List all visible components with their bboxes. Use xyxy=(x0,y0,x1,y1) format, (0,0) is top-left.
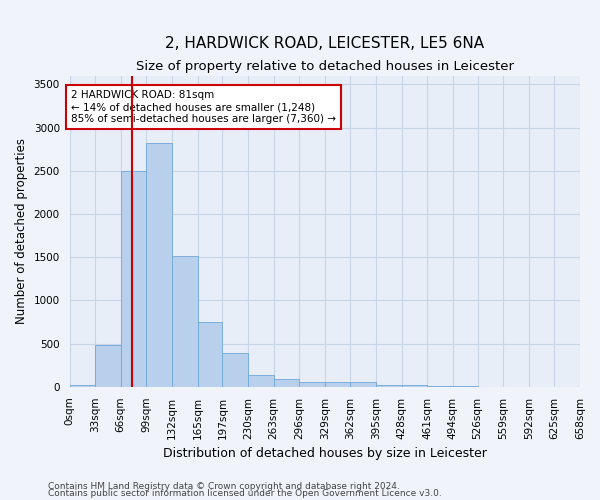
Text: 2, HARDWICK ROAD, LEICESTER, LE5 6NA: 2, HARDWICK ROAD, LEICESTER, LE5 6NA xyxy=(165,36,484,51)
X-axis label: Distribution of detached houses by size in Leicester: Distribution of detached houses by size … xyxy=(163,447,487,460)
Bar xyxy=(172,256,197,387)
Bar xyxy=(401,385,427,387)
Bar xyxy=(248,374,274,387)
Bar xyxy=(427,386,453,387)
Text: Contains public sector information licensed under the Open Government Licence v3: Contains public sector information licen… xyxy=(48,490,442,498)
Bar xyxy=(325,382,350,387)
Bar xyxy=(95,346,121,387)
Bar xyxy=(350,382,376,387)
Bar xyxy=(146,143,172,387)
Bar xyxy=(274,380,299,387)
Bar xyxy=(197,322,223,387)
Y-axis label: Number of detached properties: Number of detached properties xyxy=(15,138,28,324)
Bar xyxy=(223,353,248,387)
Bar xyxy=(121,171,146,387)
Text: 2 HARDWICK ROAD: 81sqm
← 14% of detached houses are smaller (1,248)
85% of semi-: 2 HARDWICK ROAD: 81sqm ← 14% of detached… xyxy=(71,90,336,124)
Bar xyxy=(70,384,95,387)
Title: Size of property relative to detached houses in Leicester: Size of property relative to detached ho… xyxy=(136,60,514,73)
Text: Contains HM Land Registry data © Crown copyright and database right 2024.: Contains HM Land Registry data © Crown c… xyxy=(48,482,400,491)
Bar xyxy=(299,382,325,387)
Bar xyxy=(376,384,401,387)
